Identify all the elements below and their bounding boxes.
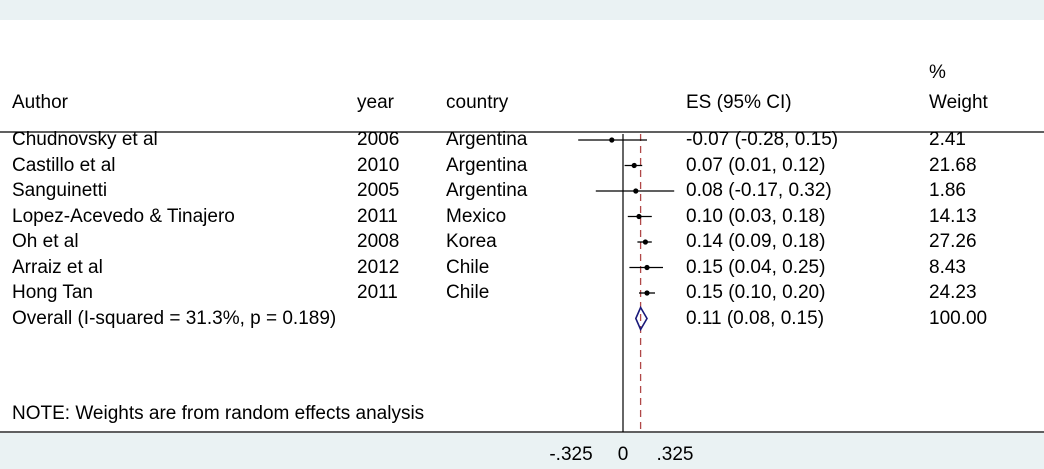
study-country: Chile: [446, 282, 490, 303]
study-author: Oh et al: [12, 231, 79, 252]
study-effect-size: 0.08 (-0.17, 0.32): [686, 180, 832, 201]
study-year: 2011: [357, 282, 398, 303]
header-weight: Weight: [929, 92, 988, 113]
study-weight: 14.13: [929, 205, 977, 227]
overall-diamond: [634, 305, 648, 332]
study-point: [636, 213, 642, 220]
study-weight: 2.41: [929, 129, 966, 150]
header-country: country: [446, 92, 509, 113]
study-author: Lopez-Acevedo & Tinajero: [12, 205, 235, 227]
overall-label: Overall (I-squared = 31.3%, p = 0.189): [12, 307, 337, 329]
study-weight: 21.68: [929, 154, 977, 176]
overall-effect-size: 0.11 (0.08, 0.15): [686, 307, 825, 329]
x-tick-label: .325: [656, 444, 694, 465]
study-effect-size: 0.07 (0.01, 0.12): [686, 154, 826, 176]
study-weight: 8.43: [929, 256, 966, 278]
footnote: NOTE: Weights are from random effects an…: [12, 403, 425, 424]
study-country: Argentina: [446, 180, 528, 201]
study-point: [644, 290, 650, 296]
study-country: Chile: [446, 256, 490, 278]
study-point: [633, 188, 639, 194]
header-weight-percent: %: [929, 62, 946, 83]
study-effect-size: 0.10 (0.03, 0.18): [686, 205, 826, 227]
x-tick-label: -.325: [549, 444, 593, 465]
study-country: Argentina: [446, 154, 528, 176]
study-author: Sanguinetti: [12, 180, 108, 201]
header-es: ES (95% CI): [686, 92, 792, 113]
x-tick-label: 0: [617, 444, 629, 465]
study-year: 2006: [357, 129, 400, 150]
study-year: 2012: [357, 256, 400, 278]
study-point: [644, 264, 650, 271]
study-point: [631, 162, 637, 169]
study-point: [609, 137, 615, 143]
study-country: Mexico: [446, 205, 507, 227]
study-weight: 27.26: [929, 231, 977, 252]
study-effect-size: -0.07 (-0.28, 0.15): [686, 129, 839, 150]
study-weight: 1.86: [929, 180, 966, 201]
study-effect-size: 0.15 (0.10, 0.20): [686, 282, 826, 303]
study-weight: 24.23: [929, 282, 977, 303]
study-author: Chudnovsky et al: [12, 129, 158, 150]
forest-plot-panel: [0, 20, 1044, 433]
study-year: 2005: [357, 180, 400, 201]
study-author: Castillo et al: [12, 154, 116, 176]
study-country: Korea: [446, 231, 497, 252]
study-year: 2010: [357, 154, 400, 176]
study-author: Arraiz et al: [12, 256, 103, 278]
study-effect-size: 0.14 (0.09, 0.18): [686, 231, 826, 252]
study-country: Argentina: [446, 129, 528, 150]
header-year: year: [357, 92, 394, 113]
study-year: 2008: [357, 231, 400, 252]
study-effect-size: 0.15 (0.04, 0.25): [686, 256, 826, 278]
overall-weight: 100.00: [929, 307, 988, 329]
study-author: Hong Tan: [12, 282, 93, 303]
header-author: Author: [12, 92, 68, 113]
study-year: 2011: [357, 205, 398, 227]
study-point: [642, 239, 649, 245]
